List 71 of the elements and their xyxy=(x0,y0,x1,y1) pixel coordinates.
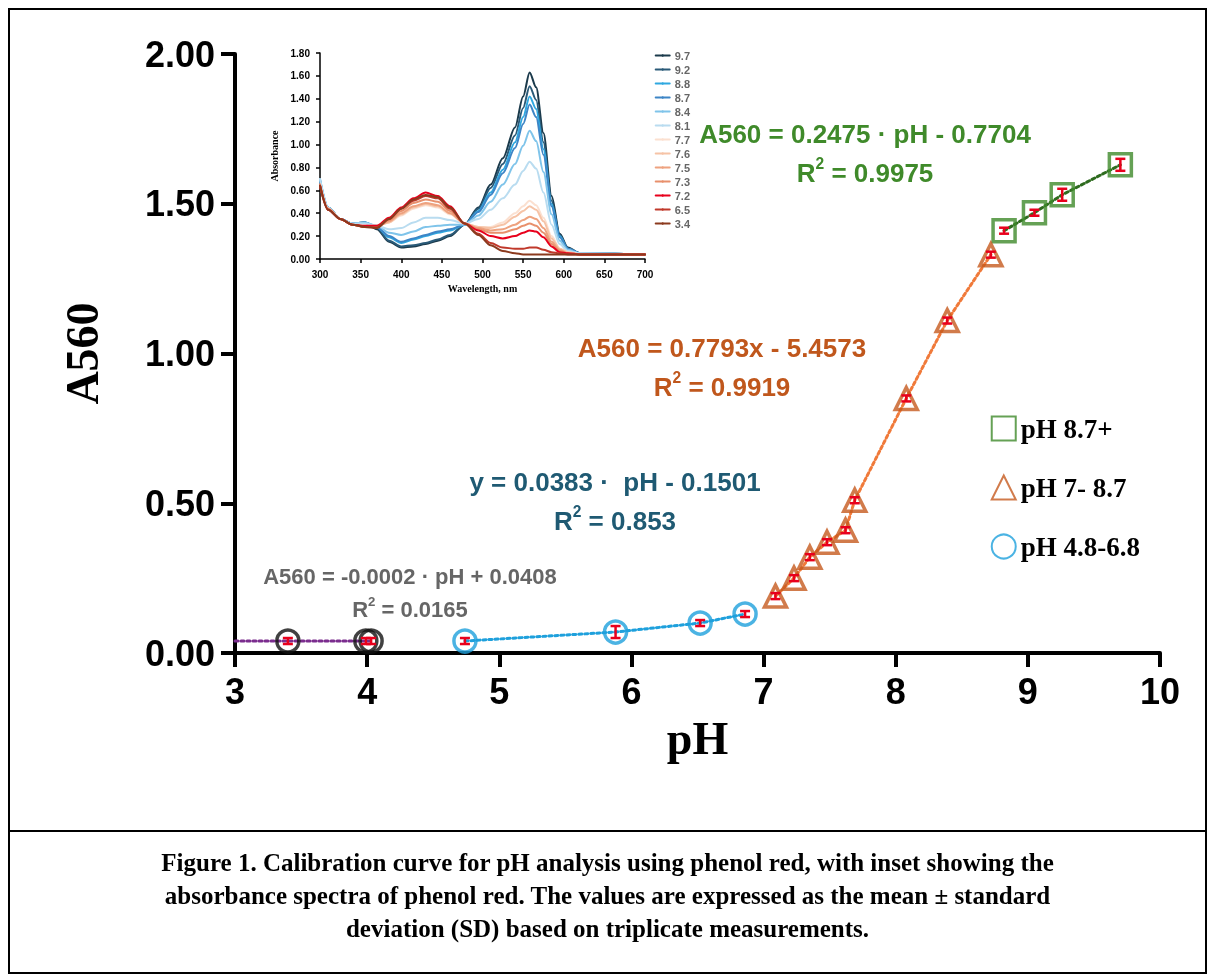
x-tick-label: 4 xyxy=(357,670,378,712)
point xyxy=(732,601,758,627)
y-tick-label: 0.60 xyxy=(290,184,311,196)
y-tick-label: 2.00 xyxy=(144,33,215,75)
x-axis-title: pH xyxy=(666,712,729,764)
x-tick-label: 500 xyxy=(474,268,492,280)
y-tick-label: 0.00 xyxy=(290,253,311,265)
x-tick-label: 400 xyxy=(392,268,411,280)
x-tick-label: 550 xyxy=(514,268,532,280)
x-tick-label: 650 xyxy=(596,268,614,280)
legend-label: 8.4 xyxy=(674,105,691,118)
legend-label: pH 8.7+ xyxy=(1020,413,1113,444)
point xyxy=(832,517,859,543)
y-axis-title: Absorbance xyxy=(269,129,281,182)
x-tick-label: 450 xyxy=(433,268,451,280)
point xyxy=(762,583,789,609)
y-tick-label: 1.40 xyxy=(290,93,311,105)
point xyxy=(933,305,961,334)
point xyxy=(814,529,840,555)
legend-label: 8.8 xyxy=(674,77,691,90)
point xyxy=(1021,199,1048,226)
y-tick-label: 0.50 xyxy=(144,482,215,524)
y-tick-label: 1.80 xyxy=(290,47,311,59)
y-tick-label: 0.20 xyxy=(290,230,311,242)
legend-label: 6.5 xyxy=(674,203,691,216)
point xyxy=(991,217,1017,244)
legend-label: 7.2 xyxy=(674,189,691,202)
y-tick-label: 0.00 xyxy=(144,632,215,674)
x-tick-label: 3 xyxy=(224,670,246,712)
x-axis-title: Wavelength, nm xyxy=(447,283,518,295)
y-tick-label: 1.20 xyxy=(290,116,311,128)
x-tick-label: 6 xyxy=(621,670,642,712)
legend-label: 3.4 xyxy=(674,217,691,230)
x-tick-label: 8 xyxy=(885,670,906,712)
x-tick-label: 7 xyxy=(753,670,774,712)
y-tick-label: 0.80 xyxy=(290,161,311,173)
y-tick-label: 1.50 xyxy=(144,183,215,225)
point xyxy=(977,239,1005,268)
point xyxy=(602,619,629,645)
y-tick-label: 0.40 xyxy=(290,207,311,219)
legend-label: 7.7 xyxy=(674,133,691,146)
legend-label: 9.7 xyxy=(674,49,691,62)
point xyxy=(841,485,869,514)
x-tick-label: 350 xyxy=(352,268,370,280)
point xyxy=(781,565,807,591)
x-tick-label: 9 xyxy=(1017,670,1038,712)
y-tick-label: 1.00 xyxy=(290,139,311,151)
legend-label: pH 7- 8.7 xyxy=(1020,472,1127,503)
point xyxy=(687,610,713,636)
x-tick-label: 5 xyxy=(489,670,510,712)
legend-label: pH 4.8-6.8 xyxy=(1020,531,1141,562)
y-tick-label: 1.00 xyxy=(144,333,215,374)
x-tick-label: 10 xyxy=(1139,670,1181,712)
point xyxy=(275,628,301,654)
y-axis-title: A560 xyxy=(56,302,108,405)
caption: Figure 1. Calibration curve for pH analysis using phenol red, with inset showing the absorbance spectra of phenol red. The values are expressed as the mean ± standard deviation (SD) based on triplicate measurements. xyxy=(160,848,1055,944)
legend-label: 9.2 xyxy=(674,63,691,76)
legend-label: 8.1 xyxy=(674,119,691,132)
legend-label: 7.5 xyxy=(674,161,691,174)
point xyxy=(892,383,920,412)
point xyxy=(1049,182,1075,208)
y-tick-label: 1.60 xyxy=(290,70,311,82)
legend-label: 7.6 xyxy=(674,147,691,160)
x-tick-label: 700 xyxy=(636,268,654,280)
point xyxy=(1107,152,1134,178)
x-tick-label: 600 xyxy=(555,268,573,280)
legend-label: 7.3 xyxy=(674,175,691,188)
legend-label: 8.7 xyxy=(674,91,691,104)
point xyxy=(797,544,823,570)
point xyxy=(452,628,478,654)
x-tick-label: 300 xyxy=(311,268,329,280)
